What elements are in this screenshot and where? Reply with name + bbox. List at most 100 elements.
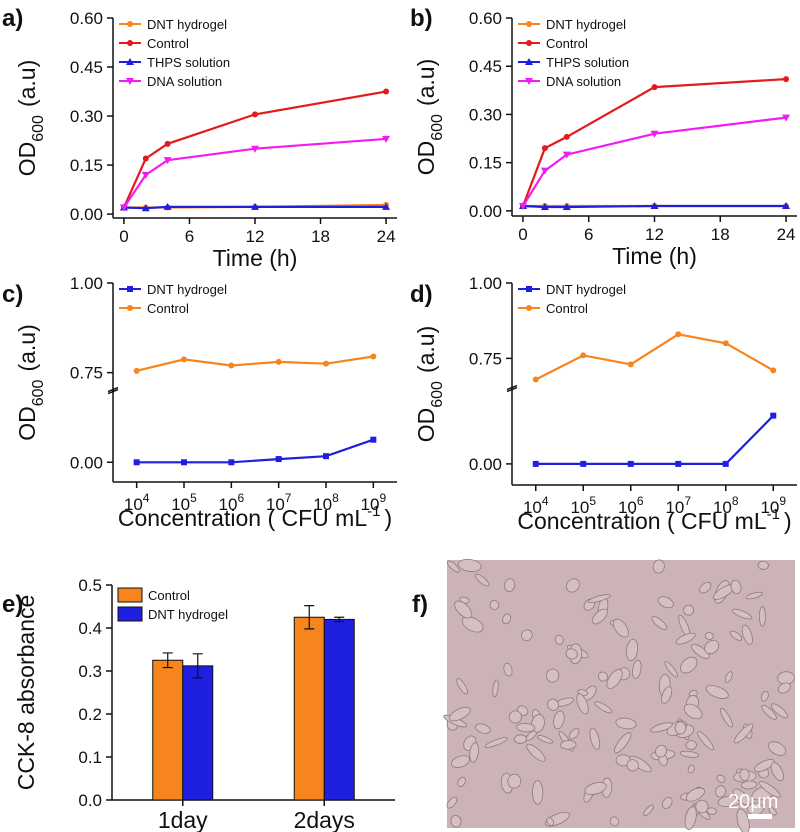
cell	[566, 578, 580, 593]
scale-bar-label: 20μm	[728, 791, 778, 813]
marker	[383, 88, 390, 95]
marker	[562, 203, 571, 210]
x-tick-base: 10	[760, 498, 779, 517]
cell	[768, 741, 787, 756]
marker	[782, 114, 791, 122]
axis-break	[506, 384, 518, 391]
marker	[770, 367, 777, 374]
y-tick-label: 0.15	[469, 154, 502, 173]
cell	[732, 788, 751, 806]
x-tick-label: 0	[119, 227, 128, 246]
cell	[474, 573, 490, 587]
cell	[449, 706, 471, 722]
cell	[521, 629, 533, 641]
y-tick-label: 1.00	[469, 274, 502, 293]
y-axis-title-sub: 600	[429, 114, 446, 141]
y-tick-label: 0.0	[78, 791, 102, 810]
x-tick-base: 10	[124, 495, 143, 514]
x-tick-exp: 8	[332, 491, 339, 505]
y-axis-title-unit: (a.u)	[14, 60, 40, 107]
cell	[626, 759, 639, 772]
x-tick-base: 10	[266, 495, 285, 514]
marker	[133, 367, 140, 374]
y-tick-label: 0.60	[70, 9, 103, 28]
cell	[695, 799, 709, 814]
x-tick-label: 2days	[294, 807, 355, 832]
cell	[768, 807, 777, 816]
cell	[614, 732, 632, 754]
cell	[461, 616, 484, 633]
cell	[777, 682, 791, 694]
cell	[547, 698, 559, 711]
marker	[228, 362, 235, 369]
marker	[526, 40, 532, 46]
cell	[606, 669, 623, 689]
x-axis-title: Time (h)	[612, 243, 697, 269]
micrograph	[443, 558, 795, 832]
bar	[293, 616, 325, 801]
scale-bar	[748, 814, 772, 819]
marker	[141, 171, 150, 179]
x-tick-label: 109	[760, 494, 786, 517]
marker	[525, 78, 533, 85]
x-tick-base: 10	[219, 495, 238, 514]
cell	[704, 632, 714, 640]
x-tick-label: 107	[266, 491, 292, 514]
cell	[502, 613, 512, 625]
y-tick-label: 1.00	[70, 274, 103, 293]
cell	[683, 604, 694, 616]
cell	[565, 648, 578, 660]
x-tick-exp: 5	[190, 491, 197, 505]
x-tick-label: 0	[518, 225, 527, 244]
cell	[450, 815, 462, 828]
cell	[758, 606, 766, 627]
cell	[715, 785, 727, 798]
cell	[650, 722, 673, 733]
cell	[691, 644, 710, 659]
x-tick-exp: 9	[779, 494, 786, 508]
marker	[525, 58, 533, 65]
y-axis-title: OD600 (a.u)	[14, 324, 47, 441]
x-tick-label: 18	[311, 227, 330, 246]
error-bar	[304, 605, 315, 630]
cell	[625, 638, 639, 662]
marker	[228, 459, 235, 466]
cell	[687, 764, 695, 774]
axis-break	[506, 386, 518, 393]
x-tick-label: 108	[713, 494, 739, 517]
panel-label: b)	[410, 5, 433, 32]
panel-label: e)	[2, 591, 23, 618]
y-tick-label: 0.00	[70, 453, 103, 472]
marker	[126, 58, 134, 65]
marker	[651, 84, 658, 91]
cell	[736, 808, 750, 832]
cell	[597, 671, 608, 682]
marker	[127, 21, 133, 27]
y-tick-label: 0.00	[469, 455, 502, 474]
cell	[576, 693, 589, 715]
x-tick-label: 106	[618, 494, 644, 517]
cell	[546, 817, 555, 826]
panel-label: d)	[410, 281, 433, 308]
series-line	[535, 333, 774, 381]
cell	[724, 671, 733, 684]
marker	[526, 305, 532, 311]
cell	[589, 727, 601, 750]
x-tick-exp: 7	[285, 491, 292, 505]
cell	[503, 662, 513, 677]
cell	[454, 600, 473, 619]
error-bar	[192, 653, 203, 679]
legend-swatch	[117, 606, 143, 622]
legend-label: DNT hydrogel	[148, 607, 228, 622]
y-tick-label: 0.60	[469, 9, 502, 28]
axis-break	[107, 386, 119, 393]
y-axis-title-sub: 600	[429, 381, 446, 408]
cell	[568, 728, 580, 740]
y-tick-label: 0.30	[70, 107, 103, 126]
cell	[516, 722, 536, 733]
cell	[697, 730, 714, 751]
cell	[733, 723, 754, 744]
x-tick-label: 18	[711, 225, 730, 244]
cell	[729, 630, 743, 641]
cell	[704, 640, 720, 655]
